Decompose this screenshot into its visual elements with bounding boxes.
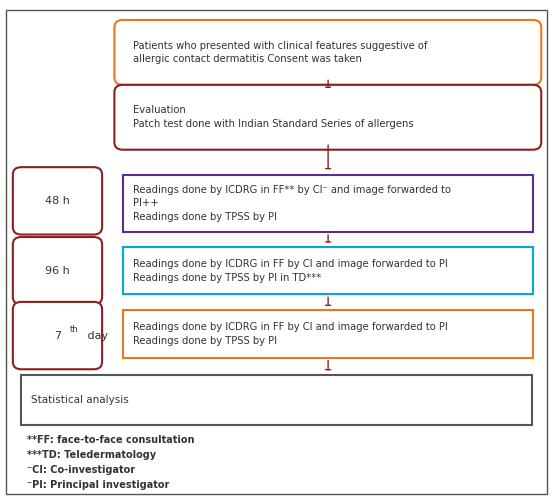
Text: 48 h: 48 h xyxy=(45,196,70,206)
FancyBboxPatch shape xyxy=(13,302,102,369)
Text: ⁻CI: Co-investigator: ⁻CI: Co-investigator xyxy=(27,465,135,475)
Text: Readings done by ICDRG in FF by CI and image forwarded to PI
Readings done by TP: Readings done by ICDRG in FF by CI and i… xyxy=(133,259,448,282)
Text: ⁻PI: Principal investigator: ⁻PI: Principal investigator xyxy=(27,480,169,490)
Bar xyxy=(123,175,533,232)
Bar xyxy=(21,375,532,425)
FancyBboxPatch shape xyxy=(114,85,541,150)
Text: 96 h: 96 h xyxy=(45,265,70,276)
Text: th: th xyxy=(70,325,78,334)
Bar xyxy=(123,247,533,294)
Text: Patients who presented with clinical features suggestive of
allergic contact der: Patients who presented with clinical fea… xyxy=(133,40,427,64)
Text: 7: 7 xyxy=(54,330,61,341)
FancyBboxPatch shape xyxy=(13,167,102,235)
Text: Readings done by ICDRG in FF** by CI⁻ and image forwarded to
PI++
Readings done : Readings done by ICDRG in FF** by CI⁻ an… xyxy=(133,185,451,222)
Text: Evaluation
Patch test done with Indian Standard Series of allergens: Evaluation Patch test done with Indian S… xyxy=(133,105,413,129)
Text: ***TD: Teledermatology: ***TD: Teledermatology xyxy=(27,450,156,460)
FancyBboxPatch shape xyxy=(13,237,102,304)
Text: **FF: face-to-face consultation: **FF: face-to-face consultation xyxy=(27,435,194,445)
Text: day: day xyxy=(84,330,108,341)
Text: Statistical analysis: Statistical analysis xyxy=(31,395,129,405)
Bar xyxy=(123,310,533,358)
Text: Readings done by ICDRG in FF by CI and image forwarded to PI
Readings done by TP: Readings done by ICDRG in FF by CI and i… xyxy=(133,322,448,346)
FancyBboxPatch shape xyxy=(114,20,541,85)
